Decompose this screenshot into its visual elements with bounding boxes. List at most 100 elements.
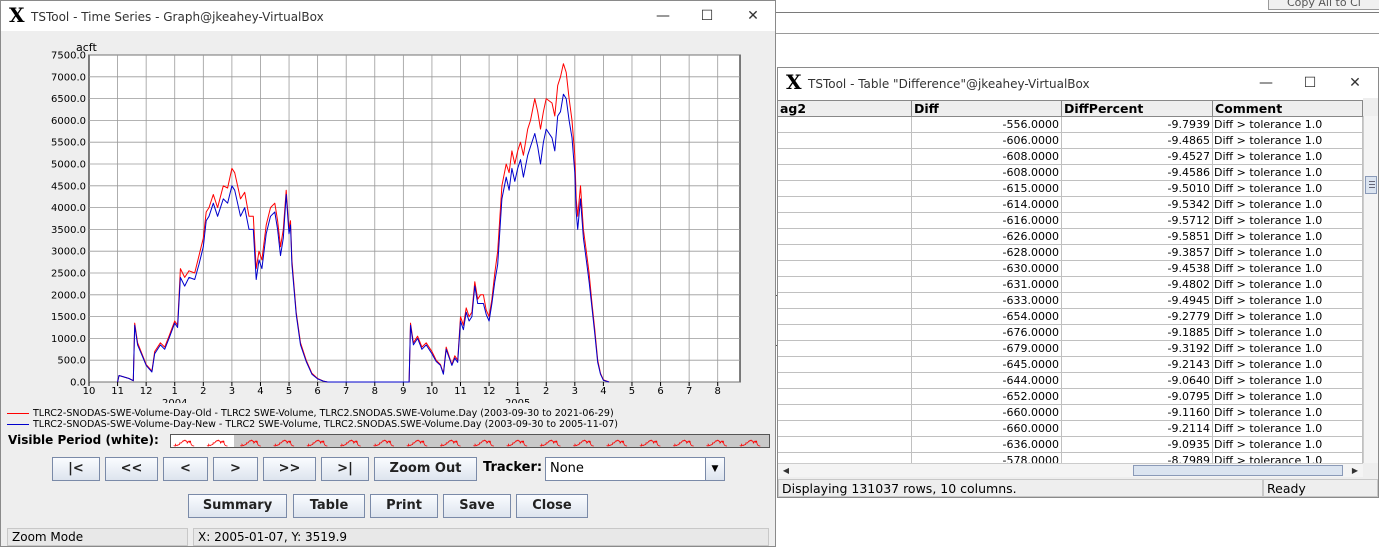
cell-comment[interactable]: Diff > tolerance 1.0 bbox=[1212, 405, 1363, 421]
cell-diffpercent[interactable]: -9.4802 bbox=[1061, 277, 1213, 293]
table-row[interactable]: -631.0000 -9.4802 Diff > tolerance 1.0 bbox=[778, 277, 1363, 293]
cell-ag2[interactable] bbox=[778, 389, 912, 405]
save-button[interactable]: Save bbox=[443, 494, 511, 518]
cell-comment[interactable]: Diff > tolerance 1.0 bbox=[1212, 373, 1363, 389]
tracker-select[interactable]: None ▼ bbox=[545, 457, 725, 481]
cell-diff[interactable]: -615.0000 bbox=[911, 181, 1062, 197]
background-copy-button[interactable]: Copy All to Cl bbox=[1268, 0, 1379, 10]
scroll-left-icon[interactable]: ◀ bbox=[782, 466, 790, 475]
table-row[interactable]: -660.0000 -9.1160 Diff > tolerance 1.0 bbox=[778, 405, 1363, 421]
cell-comment[interactable]: Diff > tolerance 1.0 bbox=[1212, 261, 1363, 277]
table-row[interactable]: -626.0000 -9.5851 Diff > tolerance 1.0 bbox=[778, 229, 1363, 245]
forward-button[interactable]: > bbox=[213, 457, 258, 481]
table-row[interactable]: -614.0000 -9.5342 Diff > tolerance 1.0 bbox=[778, 197, 1363, 213]
horizontal-scrollbar[interactable]: ◀ ▶ bbox=[778, 463, 1363, 477]
cell-comment[interactable]: Diff > tolerance 1.0 bbox=[1212, 197, 1363, 213]
cell-comment[interactable]: Diff > tolerance 1.0 bbox=[1212, 117, 1363, 133]
cell-diffpercent[interactable]: -9.5010 bbox=[1061, 181, 1213, 197]
cell-diff[interactable]: -626.0000 bbox=[911, 229, 1062, 245]
cell-diffpercent[interactable]: -9.5851 bbox=[1061, 229, 1213, 245]
cell-diffpercent[interactable]: -9.4865 bbox=[1061, 133, 1213, 149]
cell-ag2[interactable] bbox=[778, 453, 912, 463]
table-row[interactable]: -633.0000 -9.4945 Diff > tolerance 1.0 bbox=[778, 293, 1363, 309]
table-row[interactable]: -654.0000 -9.2779 Diff > tolerance 1.0 bbox=[778, 309, 1363, 325]
cell-diffpercent[interactable]: -9.2114 bbox=[1061, 421, 1213, 437]
time-series-plot[interactable]: 0.0500.01000.01500.02000.02500.03000.035… bbox=[1, 31, 775, 403]
cell-comment[interactable]: Diff > tolerance 1.0 bbox=[1212, 213, 1363, 229]
cell-comment[interactable]: Diff > tolerance 1.0 bbox=[1212, 437, 1363, 453]
cell-ag2[interactable] bbox=[778, 309, 912, 325]
minimize-button[interactable]: — bbox=[1259, 75, 1273, 91]
cell-comment[interactable]: Diff > tolerance 1.0 bbox=[1212, 421, 1363, 437]
cell-ag2[interactable] bbox=[778, 149, 912, 165]
cell-ag2[interactable] bbox=[778, 341, 912, 357]
table-button[interactable]: Table bbox=[293, 494, 365, 518]
cell-ag2[interactable] bbox=[778, 165, 912, 181]
cell-diff[interactable]: -654.0000 bbox=[911, 309, 1062, 325]
table-row[interactable]: -660.0000 -9.2114 Diff > tolerance 1.0 bbox=[778, 421, 1363, 437]
table-row[interactable]: -606.0000 -9.4865 Diff > tolerance 1.0 bbox=[778, 133, 1363, 149]
cell-diffpercent[interactable]: -9.3857 bbox=[1061, 245, 1213, 261]
table-row[interactable]: -628.0000 -9.3857 Diff > tolerance 1.0 bbox=[778, 245, 1363, 261]
chevron-down-icon[interactable]: ▼ bbox=[705, 458, 724, 480]
table-titlebar[interactable]: Ⅹ TSTool - Table "Difference"@jkeahey-Vi… bbox=[778, 68, 1378, 98]
close-window-button[interactable]: ✕ bbox=[1349, 75, 1361, 91]
horizontal-scrollbar-thumb[interactable] bbox=[1133, 465, 1343, 476]
vertical-scrollbar[interactable] bbox=[1363, 116, 1378, 463]
table-row[interactable]: -608.0000 -9.4586 Diff > tolerance 1.0 bbox=[778, 165, 1363, 181]
cell-diff[interactable]: -614.0000 bbox=[911, 197, 1062, 213]
cell-diff[interactable]: -636.0000 bbox=[911, 437, 1062, 453]
cell-comment[interactable]: Diff > tolerance 1.0 bbox=[1212, 245, 1363, 261]
visible-period-window[interactable] bbox=[171, 435, 234, 447]
table-row[interactable]: -615.0000 -9.5010 Diff > tolerance 1.0 bbox=[778, 181, 1363, 197]
cell-ag2[interactable] bbox=[778, 277, 912, 293]
cell-diffpercent[interactable]: -9.2143 bbox=[1061, 357, 1213, 373]
cell-diff[interactable]: -628.0000 bbox=[911, 245, 1062, 261]
cell-comment[interactable]: Diff > tolerance 1.0 bbox=[1212, 453, 1363, 463]
cell-comment[interactable]: Diff > tolerance 1.0 bbox=[1212, 293, 1363, 309]
table-row[interactable]: -616.0000 -9.5712 Diff > tolerance 1.0 bbox=[778, 213, 1363, 229]
cell-comment[interactable]: Diff > tolerance 1.0 bbox=[1212, 133, 1363, 149]
cell-ag2[interactable] bbox=[778, 405, 912, 421]
table-row[interactable]: -578.0000 -8.7989 Diff > tolerance 1.0 bbox=[778, 453, 1363, 463]
cell-ag2[interactable] bbox=[778, 181, 912, 197]
cell-ag2[interactable] bbox=[778, 229, 912, 245]
cell-diff[interactable]: -660.0000 bbox=[911, 405, 1062, 421]
cell-ag2[interactable] bbox=[778, 213, 912, 229]
zoom-out-button[interactable]: Zoom Out bbox=[374, 457, 477, 481]
table-row[interactable]: -679.0000 -9.3192 Diff > tolerance 1.0 bbox=[778, 341, 1363, 357]
cell-diffpercent[interactable]: -9.2779 bbox=[1061, 309, 1213, 325]
cell-diffpercent[interactable]: -9.0935 bbox=[1061, 437, 1213, 453]
vertical-scrollbar-thumb[interactable] bbox=[1365, 176, 1377, 194]
cell-diffpercent[interactable]: -9.1160 bbox=[1061, 405, 1213, 421]
cell-diffpercent[interactable]: -9.0640 bbox=[1061, 373, 1213, 389]
cell-diffpercent[interactable]: -9.5342 bbox=[1061, 197, 1213, 213]
column-header-diff[interactable]: Diff bbox=[911, 100, 1062, 117]
cell-comment[interactable]: Diff > tolerance 1.0 bbox=[1212, 277, 1363, 293]
cell-diff[interactable]: -644.0000 bbox=[911, 373, 1062, 389]
cell-diffpercent[interactable]: -9.4538 bbox=[1061, 261, 1213, 277]
cell-diffpercent[interactable]: -9.5712 bbox=[1061, 213, 1213, 229]
cell-comment[interactable]: Diff > tolerance 1.0 bbox=[1212, 389, 1363, 405]
cell-diffpercent[interactable]: -9.4527 bbox=[1061, 149, 1213, 165]
summary-button[interactable]: Summary bbox=[188, 494, 287, 518]
cell-comment[interactable]: Diff > tolerance 1.0 bbox=[1212, 325, 1363, 341]
column-header-ag2[interactable]: ag2 bbox=[778, 100, 912, 117]
last-page-button[interactable]: >| bbox=[321, 457, 369, 481]
cell-ag2[interactable] bbox=[778, 357, 912, 373]
cell-diff[interactable]: -578.0000 bbox=[911, 453, 1062, 463]
cell-diff[interactable]: -630.0000 bbox=[911, 261, 1062, 277]
fast-forward-button[interactable]: >> bbox=[263, 457, 316, 481]
cell-diffpercent[interactable]: -9.4945 bbox=[1061, 293, 1213, 309]
visible-period-strip[interactable] bbox=[170, 434, 770, 448]
cell-comment[interactable]: Diff > tolerance 1.0 bbox=[1212, 341, 1363, 357]
cell-ag2[interactable] bbox=[778, 293, 912, 309]
cell-diffpercent[interactable]: -9.1885 bbox=[1061, 325, 1213, 341]
fast-back-button[interactable]: << bbox=[105, 457, 158, 481]
cell-diff[interactable]: -645.0000 bbox=[911, 357, 1062, 373]
cell-comment[interactable]: Diff > tolerance 1.0 bbox=[1212, 181, 1363, 197]
maximize-button[interactable]: ☐ bbox=[700, 8, 714, 24]
cell-ag2[interactable] bbox=[778, 373, 912, 389]
cell-ag2[interactable] bbox=[778, 261, 912, 277]
cell-ag2[interactable] bbox=[778, 325, 912, 341]
